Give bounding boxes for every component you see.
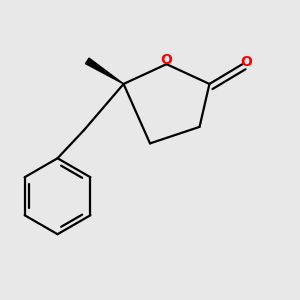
Polygon shape — [85, 58, 124, 84]
Text: O: O — [160, 53, 172, 67]
Text: O: O — [241, 56, 252, 70]
